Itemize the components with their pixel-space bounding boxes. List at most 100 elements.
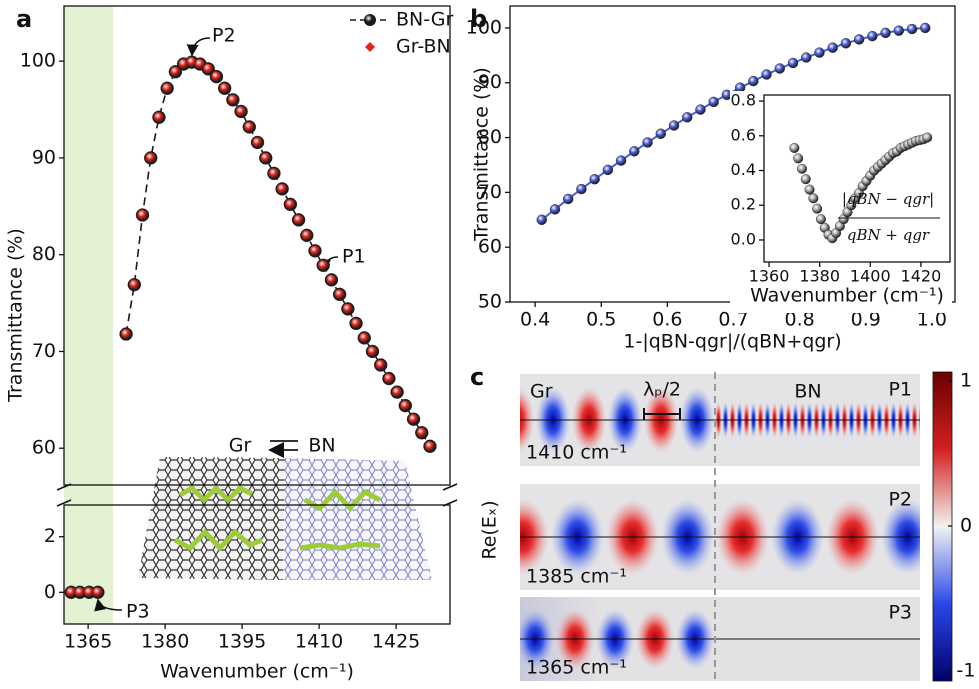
point (128, 279, 140, 291)
y-tick-label: 90 (32, 146, 56, 168)
point (334, 288, 346, 300)
point (695, 104, 706, 115)
y-tick-label: 80 (478, 126, 502, 148)
x-tick-label: 1360 (749, 267, 790, 286)
point (92, 586, 104, 598)
x-axis-label: 1-|qBN-qgr|/(qBN+qgr) (623, 331, 841, 353)
point (682, 112, 693, 123)
point (137, 209, 149, 221)
legend-label: BN-Gr (396, 9, 454, 31)
point (893, 25, 904, 36)
point (235, 105, 247, 117)
x-tick-label: 1365 (64, 631, 112, 653)
map-label: P2 (888, 489, 912, 511)
point (375, 359, 387, 371)
legend-marker (364, 14, 376, 26)
point (549, 204, 561, 215)
point (642, 137, 653, 148)
point (789, 142, 800, 153)
inset-label: BN (308, 435, 335, 457)
colorbar-label: Re(Eₓ) (479, 500, 501, 559)
point (922, 132, 933, 143)
point (243, 121, 255, 133)
point (536, 214, 547, 225)
point (317, 259, 329, 271)
point (284, 198, 296, 210)
x-tick-label: 0.7 (718, 309, 748, 331)
arrow (94, 598, 123, 612)
point (655, 128, 666, 139)
y-tick-label: 2 (44, 525, 56, 547)
axis-break (442, 483, 458, 507)
x-tick-label: 1410 (295, 631, 343, 653)
axes-frame (63, 504, 451, 625)
point (383, 373, 395, 385)
point (252, 136, 264, 148)
wavenumber-label: 1385 cm⁻¹ (526, 566, 627, 588)
point (276, 183, 288, 195)
x-tick-label: 0.6 (652, 309, 682, 331)
point (325, 274, 337, 286)
point (219, 82, 231, 94)
field-map (476, 597, 920, 681)
point (202, 63, 214, 75)
x-tick-label: 1395 (218, 631, 266, 653)
field-lobe (464, 387, 499, 453)
point (260, 152, 272, 164)
point (169, 66, 181, 78)
point (227, 94, 239, 106)
y-tick-label: 0.6 (731, 125, 756, 144)
point (350, 317, 362, 329)
wavenumber-label: 1410 cm⁻¹ (526, 442, 627, 464)
colorbar-tick-label: -1 (957, 660, 976, 682)
x-tick-label: 0.5 (586, 309, 616, 331)
axis-break (56, 483, 72, 507)
y-tick-label: 100 (20, 50, 56, 72)
point (801, 52, 812, 63)
wavelength-arrow (643, 408, 681, 420)
point (812, 203, 823, 214)
y-tick-label: 60 (32, 437, 56, 459)
point (867, 30, 878, 42)
x-tick-label: 1420 (901, 267, 942, 286)
panel-label: c (470, 363, 484, 391)
panel-label: b (470, 5, 487, 33)
point (602, 164, 614, 176)
point (800, 174, 811, 185)
point (880, 27, 891, 39)
point (358, 332, 370, 344)
region-label: λₚ/2 (643, 379, 681, 401)
point (629, 146, 640, 157)
annotation: P3 (126, 601, 150, 623)
point (668, 120, 680, 131)
point (804, 184, 815, 195)
axes-frame (763, 94, 951, 263)
wavenumber-label: 1365 cm⁻¹ (526, 657, 627, 679)
point (748, 75, 759, 87)
legend-marker (365, 42, 375, 52)
point (293, 214, 305, 226)
point (827, 42, 838, 53)
y-tick-label: 100 (466, 16, 502, 38)
point (342, 303, 354, 315)
x-tick-label: 0.8 (785, 309, 815, 331)
point (416, 427, 428, 439)
panel-label: a (16, 5, 32, 33)
point (309, 245, 321, 257)
y-tick-label: 70 (32, 340, 56, 362)
region-label: BN (794, 381, 821, 403)
highlight-band (64, 6, 113, 624)
point (399, 400, 411, 412)
y-tick-label: 70 (478, 181, 502, 203)
x-tick-label: 1425 (372, 631, 420, 653)
point (301, 229, 313, 241)
axes-frame (63, 5, 451, 486)
map-label: P1 (888, 379, 912, 401)
formula: |qBN − qgr| (842, 190, 934, 208)
arrow (186, 37, 211, 57)
colorbar-tick-label: 0 (960, 515, 972, 537)
point (391, 386, 403, 398)
field-lobe (476, 609, 514, 669)
point (920, 22, 931, 34)
point (815, 214, 826, 225)
